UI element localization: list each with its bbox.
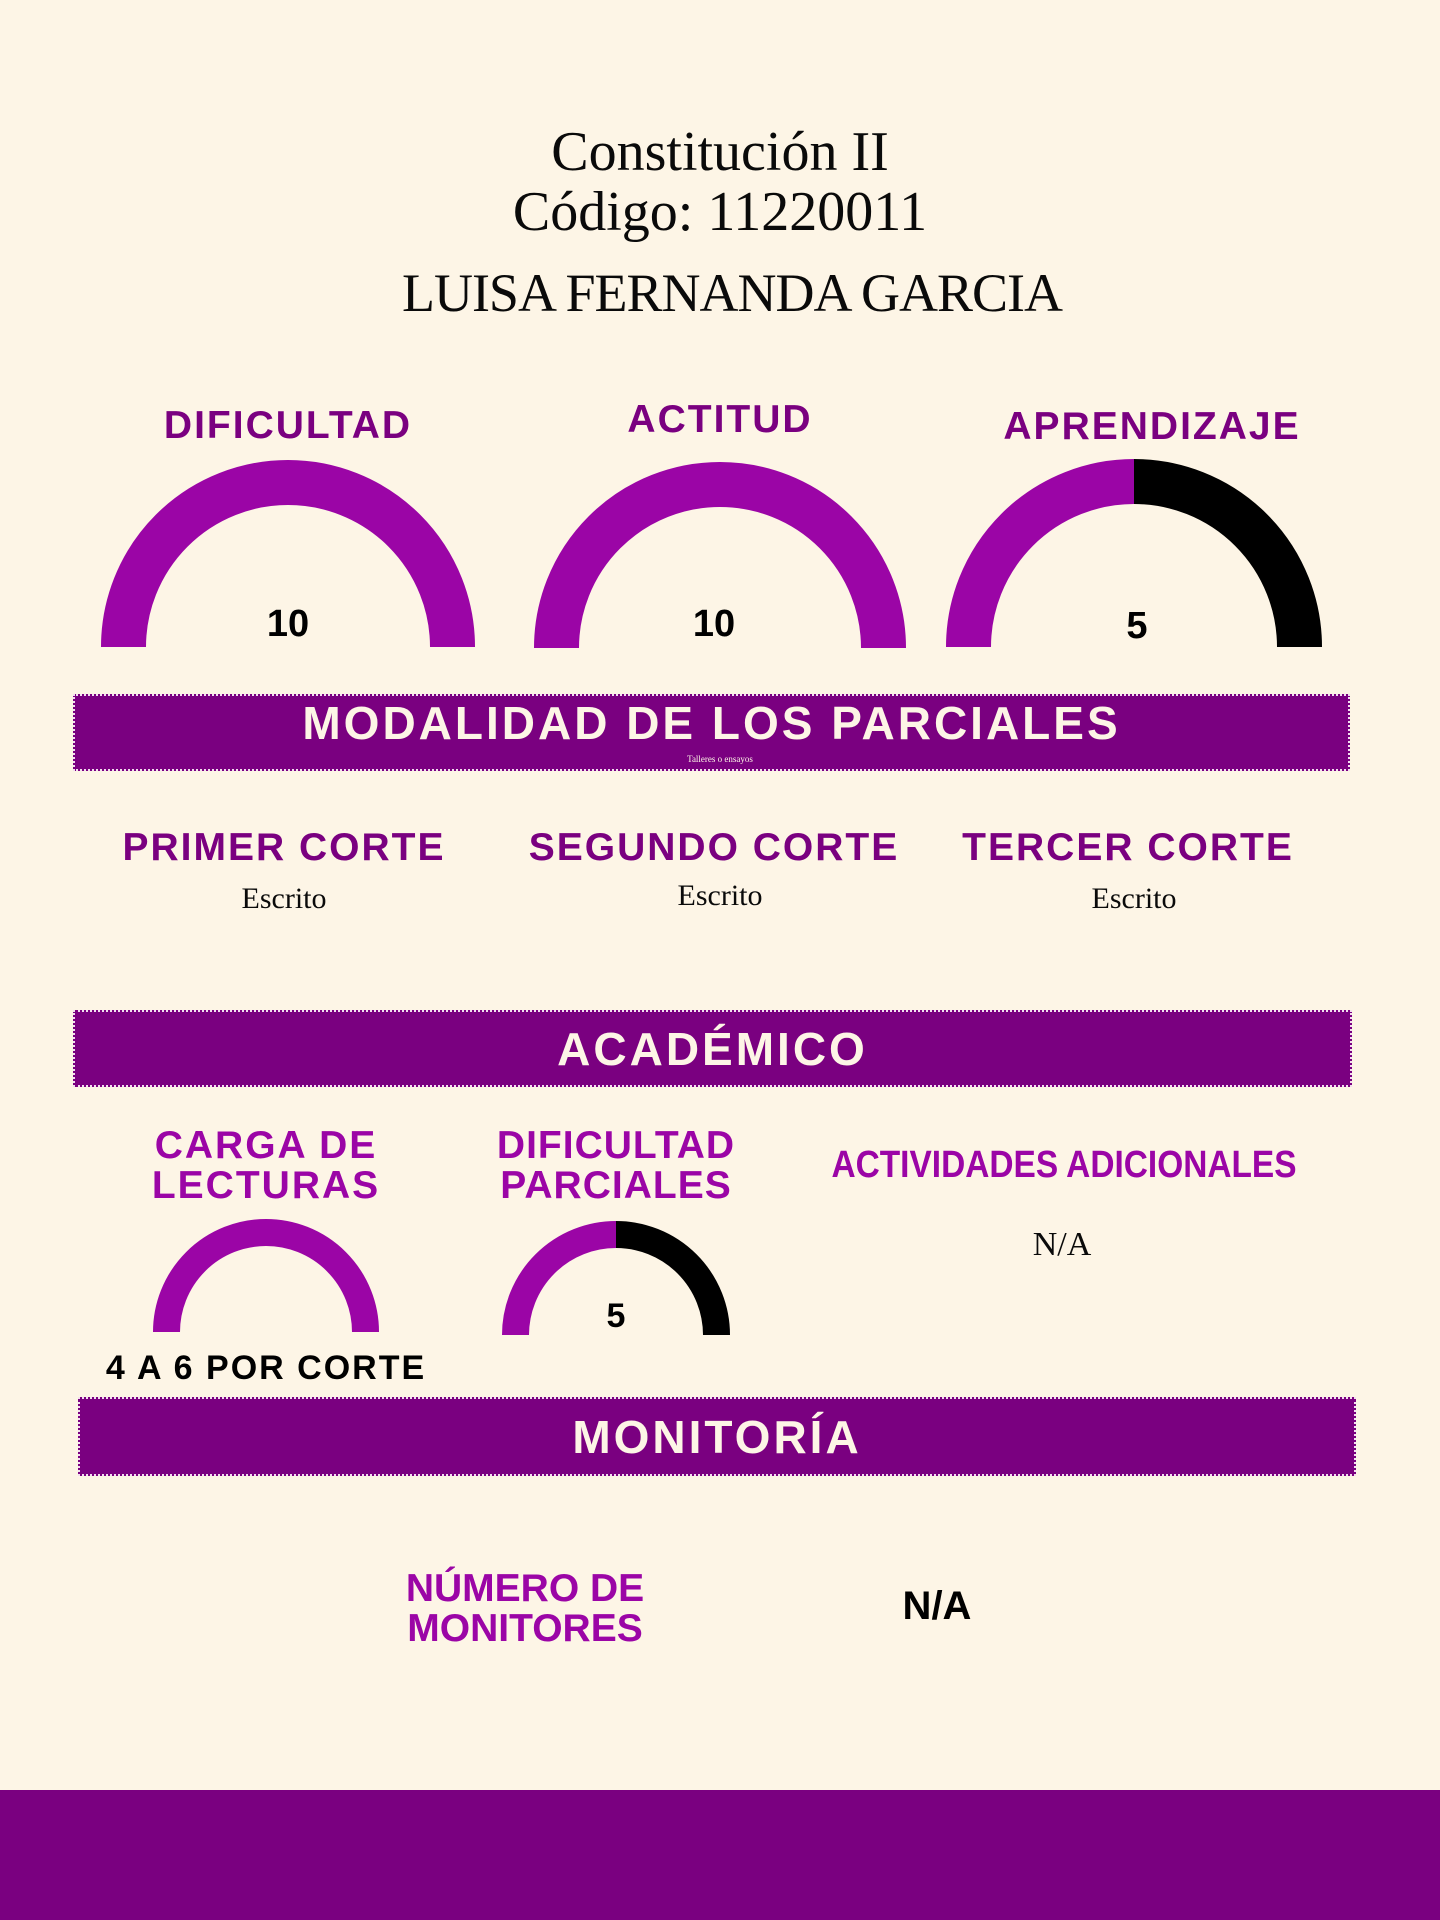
gauge-dificultad-parciales (502, 1221, 730, 1336)
carga-label-line-2: LECTURAS (151, 1164, 381, 1207)
actividades-label: ACTIVIDADES ADICIONALES (831, 1144, 1297, 1186)
gauge-carga-lecturas (153, 1219, 379, 1333)
corte-label-tercer: TERCER CORTE (962, 826, 1294, 869)
corte-label-primer: PRIMER CORTE (122, 826, 446, 869)
gauge-remaining (1133, 459, 1322, 648)
gauge-fill (946, 459, 1135, 648)
course-code: Código: 11220011 (512, 181, 928, 243)
monitores-label-line-2: MONITORES (407, 1607, 643, 1650)
monitores-label: NÚMERO DE MONITORES (406, 1569, 644, 1649)
modalidad-banner: MODALIDAD DE LOS PARCIALES (73, 694, 1350, 771)
dificultad-parciales-line-2: PARCIALES (500, 1164, 732, 1207)
carga-label-line-1: CARGA DE (154, 1124, 378, 1167)
gauge-actitud (534, 462, 906, 649)
rating-value-actitud: 10 (692, 603, 736, 645)
monitores-value: N/A (902, 1584, 972, 1628)
gauge-fill (153, 1219, 379, 1333)
rating-value-aprendizaje: 5 (1126, 605, 1148, 647)
carga-value: 4 A 6 POR CORTE (105, 1349, 427, 1387)
dificultad-parciales-value: 5 (606, 1297, 626, 1335)
gauge-fill (534, 462, 906, 649)
dificultad-parciales-line-1: DIFICULTAD (496, 1124, 736, 1167)
rating-value-dificultad: 10 (266, 603, 310, 645)
gauge-dificultad (101, 460, 475, 648)
modalidad-note: Talleres o ensayos (687, 754, 753, 764)
corte-value-primer: Escrito (241, 882, 327, 915)
dificultad-parciales-label: DIFICULTAD PARCIALES (497, 1126, 735, 1206)
monitoria-banner: MONITORÍA (78, 1397, 1356, 1476)
modalidad-title: MODALIDAD DE LOS PARCIALES (302, 697, 1121, 749)
course-title: Constitución II (551, 121, 889, 183)
gauge-aprendizaje (946, 459, 1322, 648)
corte-value-tercer: Escrito (1091, 882, 1177, 915)
carga-label: CARGA DE LECTURAS (152, 1126, 380, 1206)
rating-label-actitud: ACTITUD (627, 398, 813, 441)
monitoria-title: MONITORÍA (572, 1410, 862, 1463)
gauge-fill (502, 1221, 617, 1336)
gauge-fill (101, 460, 475, 648)
academico-title: ACADÉMICO (557, 1022, 868, 1075)
actividades-value: N/A (1032, 1226, 1092, 1263)
corte-label-segundo: SEGUNDO CORTE (528, 826, 900, 869)
professor-name: LUISA FERNANDA GARCIA (401, 263, 1063, 323)
gauge-remaining (615, 1221, 730, 1336)
monitores-label-line-1: NÚMERO DE (405, 1567, 645, 1610)
academico-banner: ACADÉMICO (73, 1010, 1352, 1087)
rating-label-aprendizaje: APRENDIZAJE (1003, 405, 1301, 448)
footer-bar (0, 1790, 1440, 1920)
rating-label-dificultad: DIFICULTAD (163, 404, 413, 447)
corte-value-segundo: Escrito (677, 879, 763, 912)
